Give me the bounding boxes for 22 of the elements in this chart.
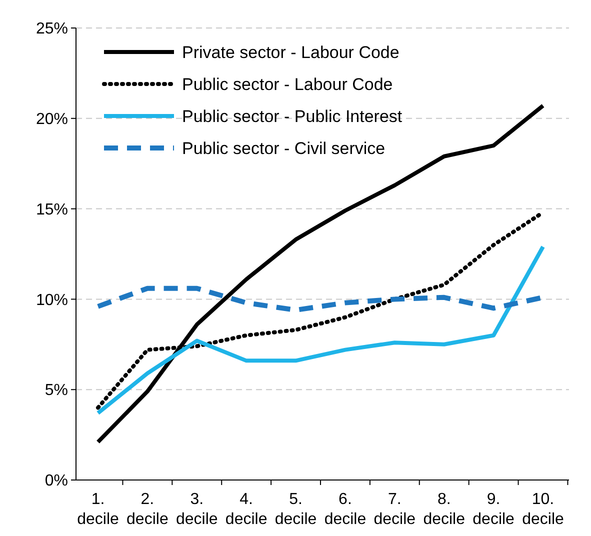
y-tick-label: 10%	[36, 292, 68, 309]
y-tick-label: 20%	[36, 111, 68, 128]
x-tick-label: 10. decile	[522, 491, 564, 528]
y-tick-label: 5%	[44, 382, 68, 400]
x-tick-label: 7. decile	[374, 491, 416, 528]
line-series	[96, 244, 545, 416]
y-tick-label: 15%	[36, 201, 68, 218]
legend-label: Public sector - Public Interest	[182, 106, 402, 126]
x-tick-label: 9. decile	[472, 491, 515, 528]
x-tick-label: 6. decile	[324, 491, 366, 528]
y-tick-label: 0%	[44, 472, 68, 490]
line-series	[96, 104, 545, 444]
legend-label: Public sector - Labour Code	[182, 74, 393, 94]
y-tick-label: 25%	[36, 20, 68, 38]
x-tick-label: 5. decile	[274, 491, 317, 528]
legend-label: Public sector - Civil service	[182, 138, 386, 158]
x-tick-label: 4. decile	[225, 491, 268, 528]
x-tick-label: 2. decile	[126, 491, 168, 528]
x-tick-label: 8. decile	[423, 491, 466, 528]
x-tick-label: 3. decile	[176, 491, 218, 528]
legend-label: Private sector - Labour Code	[182, 42, 400, 62]
x-tick-label: 1. decile	[77, 491, 119, 528]
